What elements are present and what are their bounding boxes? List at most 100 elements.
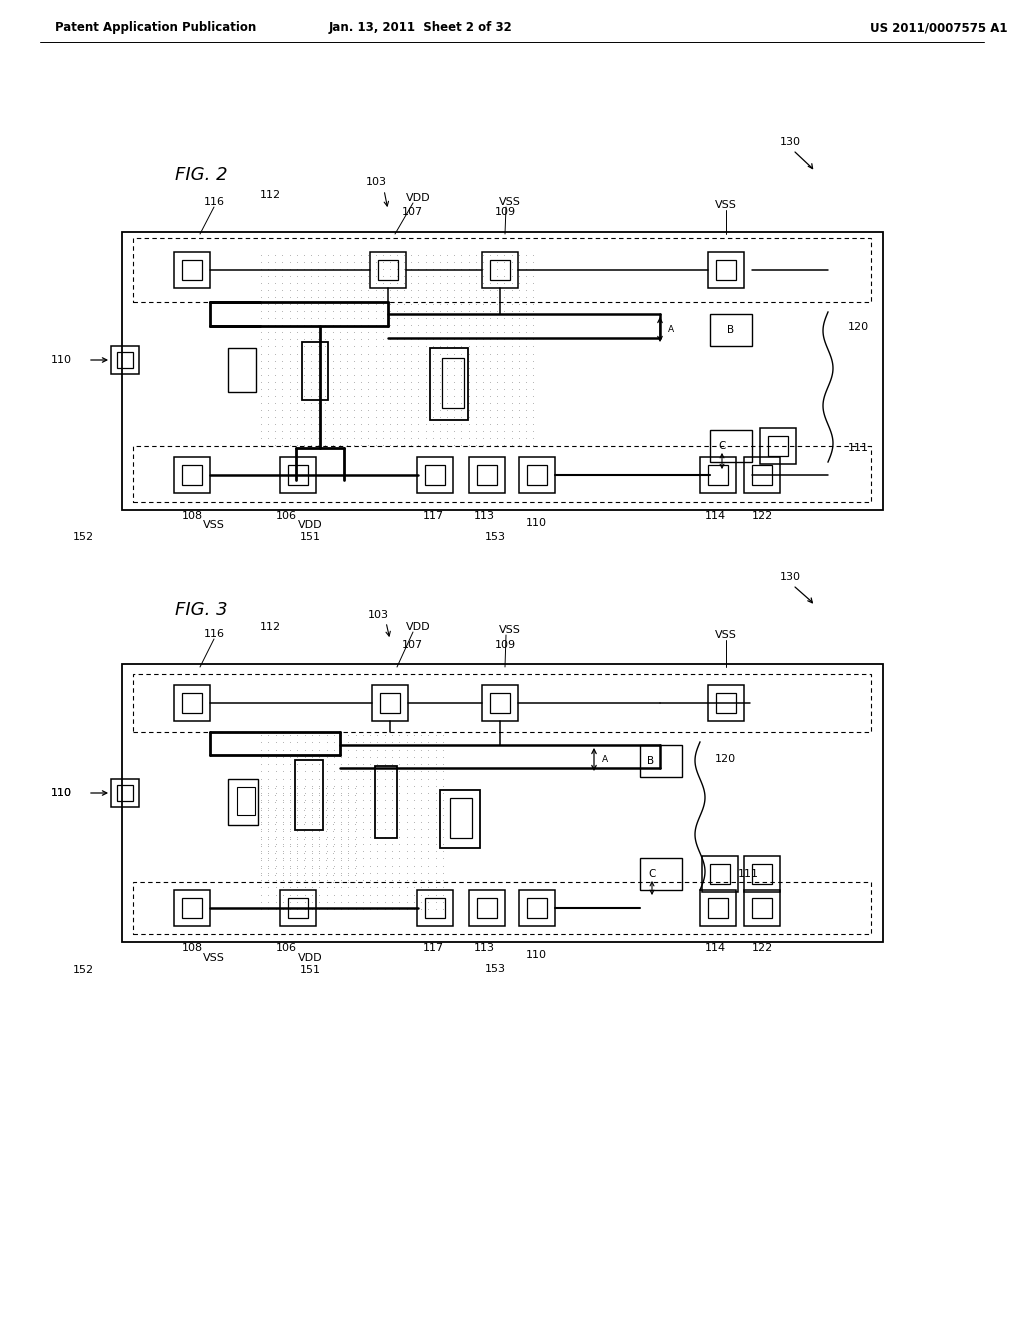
Bar bbox=[710, 314, 752, 346]
Text: 108: 108 bbox=[181, 511, 203, 521]
Bar bbox=[744, 890, 780, 927]
Bar bbox=[182, 260, 202, 280]
Text: 151: 151 bbox=[299, 965, 321, 975]
Text: VSS: VSS bbox=[203, 520, 225, 531]
Bar bbox=[174, 457, 210, 492]
Bar bbox=[111, 346, 139, 374]
Bar bbox=[302, 342, 328, 400]
Text: VSS: VSS bbox=[499, 624, 521, 635]
Text: 103: 103 bbox=[366, 177, 386, 187]
Text: 112: 112 bbox=[259, 190, 281, 201]
Bar bbox=[708, 465, 728, 484]
Bar bbox=[280, 890, 316, 927]
Text: US 2011/0007575 A1: US 2011/0007575 A1 bbox=[870, 21, 1008, 34]
Bar bbox=[370, 252, 406, 288]
Text: VDD: VDD bbox=[298, 953, 323, 964]
Bar bbox=[527, 898, 547, 917]
Bar bbox=[174, 252, 210, 288]
Text: 152: 152 bbox=[73, 532, 93, 543]
Bar bbox=[482, 685, 518, 721]
Text: 152: 152 bbox=[73, 965, 93, 975]
Text: 106: 106 bbox=[275, 511, 297, 521]
Bar bbox=[490, 260, 510, 280]
Bar bbox=[760, 428, 796, 465]
Bar bbox=[425, 898, 445, 917]
Bar bbox=[133, 675, 871, 733]
Text: 122: 122 bbox=[752, 942, 773, 953]
Bar bbox=[768, 436, 788, 455]
Bar bbox=[440, 789, 480, 847]
Text: 113: 113 bbox=[473, 942, 495, 953]
Bar bbox=[752, 865, 772, 884]
Bar bbox=[380, 693, 400, 713]
Text: VDD: VDD bbox=[406, 622, 430, 632]
Text: VDD: VDD bbox=[406, 193, 430, 203]
Bar bbox=[111, 779, 139, 807]
Bar bbox=[117, 785, 133, 801]
Bar bbox=[228, 348, 256, 392]
Text: 110: 110 bbox=[51, 355, 72, 366]
Bar bbox=[700, 890, 736, 927]
Bar bbox=[174, 890, 210, 927]
Text: VSS: VSS bbox=[715, 201, 737, 210]
Bar bbox=[133, 238, 871, 302]
Bar bbox=[182, 465, 202, 484]
Bar bbox=[469, 457, 505, 492]
Bar bbox=[752, 898, 772, 917]
Text: VSS: VSS bbox=[203, 953, 225, 964]
Bar bbox=[280, 457, 316, 492]
Text: VSS: VSS bbox=[499, 197, 521, 207]
Bar bbox=[375, 766, 397, 838]
Text: 107: 107 bbox=[402, 207, 423, 216]
Text: C: C bbox=[718, 441, 726, 451]
Text: 108: 108 bbox=[181, 942, 203, 953]
Bar bbox=[378, 260, 398, 280]
Bar bbox=[477, 465, 497, 484]
Bar bbox=[519, 457, 555, 492]
Bar bbox=[442, 358, 464, 408]
Bar bbox=[708, 685, 744, 721]
Bar bbox=[710, 865, 730, 884]
Text: 151: 151 bbox=[299, 532, 321, 543]
Text: 116: 116 bbox=[204, 197, 224, 207]
Text: 130: 130 bbox=[779, 137, 801, 147]
Text: 110: 110 bbox=[51, 788, 72, 799]
Bar bbox=[182, 693, 202, 713]
Bar bbox=[640, 744, 682, 777]
Bar bbox=[288, 465, 308, 484]
Bar bbox=[469, 890, 505, 927]
Text: 122: 122 bbox=[752, 511, 773, 521]
Bar bbox=[482, 252, 518, 288]
Bar bbox=[133, 882, 871, 935]
Bar bbox=[425, 465, 445, 484]
Bar bbox=[174, 685, 210, 721]
Text: 109: 109 bbox=[495, 640, 516, 649]
Text: A: A bbox=[668, 325, 674, 334]
Bar bbox=[716, 693, 736, 713]
Text: 116: 116 bbox=[204, 630, 224, 639]
Bar bbox=[295, 760, 323, 830]
Bar bbox=[417, 890, 453, 927]
Bar bbox=[228, 779, 258, 825]
Bar bbox=[710, 430, 752, 462]
Bar bbox=[490, 693, 510, 713]
Text: VSS: VSS bbox=[715, 630, 737, 640]
Text: 107: 107 bbox=[402, 640, 423, 649]
Bar bbox=[430, 348, 468, 420]
Bar bbox=[752, 465, 772, 484]
Text: B: B bbox=[727, 325, 734, 335]
Text: 120: 120 bbox=[715, 754, 736, 764]
Bar bbox=[716, 260, 736, 280]
Text: 114: 114 bbox=[705, 942, 726, 953]
Text: VDD: VDD bbox=[298, 520, 323, 531]
Text: FIG. 2: FIG. 2 bbox=[175, 166, 227, 183]
Text: 112: 112 bbox=[259, 622, 281, 632]
Text: 110: 110 bbox=[525, 517, 547, 528]
Text: 153: 153 bbox=[484, 532, 506, 543]
Bar bbox=[702, 855, 738, 892]
Text: Jan. 13, 2011  Sheet 2 of 32: Jan. 13, 2011 Sheet 2 of 32 bbox=[328, 21, 512, 34]
Text: 110: 110 bbox=[525, 950, 547, 960]
Bar bbox=[527, 465, 547, 484]
Bar bbox=[744, 855, 780, 892]
Bar bbox=[372, 685, 408, 721]
